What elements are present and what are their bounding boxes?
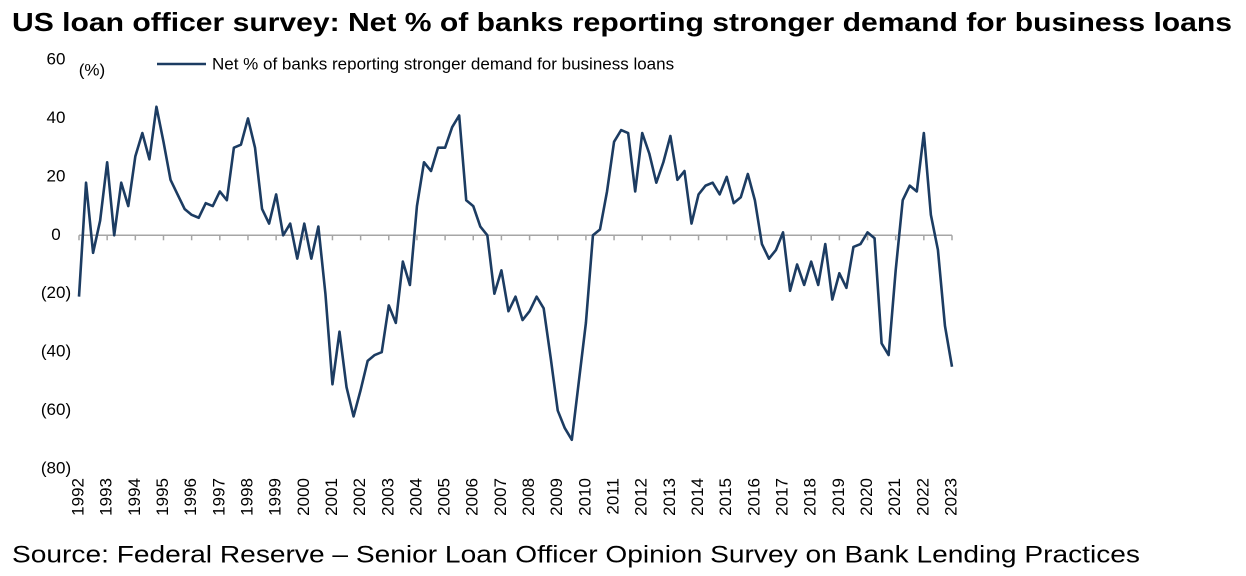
source: Source: Federal Reserve – Senior Loan Of… bbox=[12, 541, 1140, 568]
chart-title: US loan officer survey: Net % of banks r… bbox=[12, 7, 1232, 37]
x-tick-label: 2015 bbox=[716, 478, 735, 516]
x-tick-label: 2013 bbox=[660, 478, 679, 516]
x-tick-label: 1996 bbox=[181, 478, 200, 516]
x-tick-label: 1994 bbox=[125, 478, 144, 516]
series-line bbox=[77, 105, 954, 442]
x-tick-label: 2018 bbox=[801, 478, 820, 516]
x-tick-label: 1993 bbox=[97, 478, 116, 516]
x-tick-label: 2016 bbox=[744, 478, 763, 516]
y-tick-label: (20) bbox=[41, 283, 71, 302]
x-tick-label: 2010 bbox=[575, 478, 594, 516]
x-tick-label: 2000 bbox=[294, 478, 313, 516]
x-tick-label: 1997 bbox=[209, 478, 228, 516]
y-tick-label: (80) bbox=[41, 458, 71, 477]
x-tick-label: 1999 bbox=[266, 478, 285, 516]
x-tick-label: 2014 bbox=[688, 478, 707, 516]
legend-label: Net % of banks reporting stronger demand… bbox=[212, 54, 674, 73]
x-tick-label: 2021 bbox=[885, 478, 904, 516]
x-tick-label: 2017 bbox=[773, 478, 792, 516]
y-tick-label: (60) bbox=[41, 400, 71, 419]
y-tick-label: 20 bbox=[47, 166, 66, 185]
x-tick-label: 2003 bbox=[378, 478, 397, 516]
x-tick-label: 2022 bbox=[913, 478, 932, 516]
x-tick-label: 2006 bbox=[463, 478, 482, 516]
y-tick-label: (40) bbox=[41, 342, 71, 361]
x-tick-label: 2004 bbox=[406, 478, 425, 516]
x-tick-label: 2019 bbox=[829, 478, 848, 516]
x-tick-label: 2020 bbox=[857, 478, 876, 516]
y-tick-label: 40 bbox=[47, 108, 66, 127]
y-tick-label: 60 bbox=[47, 49, 66, 68]
x-tick-label: 2001 bbox=[322, 478, 341, 516]
y-tick-label: 0 bbox=[51, 225, 60, 244]
x-tick-label: 2009 bbox=[547, 478, 566, 516]
x-tick-label: 1995 bbox=[153, 478, 172, 516]
x-tick-label: 2008 bbox=[519, 478, 538, 516]
x-tick-label: 2002 bbox=[350, 478, 369, 516]
x-tick-label: 1992 bbox=[68, 478, 87, 516]
x-tick-label: 2012 bbox=[632, 478, 651, 516]
x-tick-label: 2023 bbox=[941, 478, 960, 516]
x-tick-label: 2011 bbox=[604, 478, 623, 515]
x-tick-label: 1998 bbox=[237, 478, 256, 516]
y-unit: (%) bbox=[79, 60, 105, 79]
x-tick-label: 2005 bbox=[435, 478, 454, 516]
x-tick-label: 2007 bbox=[491, 478, 510, 516]
